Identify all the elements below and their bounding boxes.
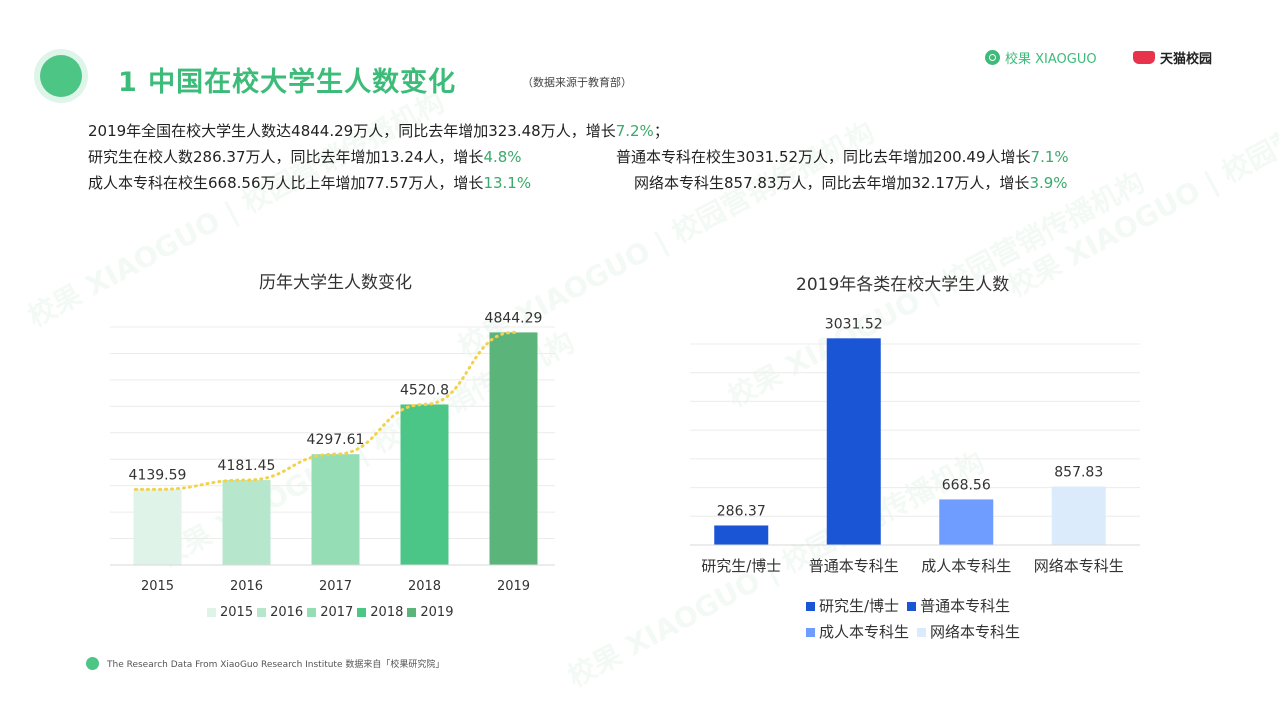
x-tick-label: 成人本专科生 — [921, 557, 1011, 575]
legend-label: 2019 — [420, 605, 454, 620]
legend-item: 2018 — [357, 605, 403, 620]
summary-line-3b-text: 网络本专科生857.83万人，同比去年增加32.17万人，增长 — [634, 174, 1030, 192]
summary-line-2b-pct: 7.1% — [1030, 148, 1069, 166]
legend-item: 成人本专科生 — [806, 620, 909, 645]
summary-line-2b: 普通本专科在校生3031.52万人，同比去年增加200.49人增长7.1% — [616, 146, 1069, 167]
legend-swatch — [806, 628, 815, 637]
x-tick-label: 2019 — [497, 579, 530, 594]
value-label: 4844.29 — [485, 310, 543, 326]
bar-普通本专科生 — [826, 338, 881, 545]
bar-成人本专科生 — [939, 499, 994, 545]
x-tick-label: 普通本专科生 — [809, 557, 899, 575]
summary-line-1-end: ； — [653, 122, 669, 140]
legend-label: 2018 — [370, 605, 404, 620]
summary-line-2a-text: 研究生在校人数286.37万人，同比去年增加13.24人，增长 — [88, 148, 484, 166]
summary-line-3a: 成人本专科在校生668.56万人比上年增加77.57万人，增长13.1% — [88, 172, 531, 193]
value-label: 3031.52 — [825, 316, 883, 332]
legend-swatch — [307, 608, 317, 617]
summary-line-2b-text: 普通本专科在校生3031.52万人，同比去年增加200.49人增长 — [616, 148, 1031, 166]
legend-label: 2016 — [270, 605, 304, 620]
summary-line-2a-pct: 4.8% — [483, 148, 522, 166]
legend-item: 2019 — [407, 605, 453, 620]
bar-2017 — [311, 454, 360, 565]
summary-line-3b: 网络本专科生857.83万人，同比去年增加32.17万人，增长3.9% — [634, 172, 1068, 193]
legend-label: 网络本专科生 — [930, 623, 1021, 641]
chart-2-legend: 研究生/博士 普通本专科生 成人本专科生 网络本专科生 — [806, 594, 1046, 646]
brand-tmall-label: 天猫校园 — [1160, 52, 1213, 67]
xiaoguo-logo-icon — [985, 50, 1000, 65]
summary-line-1: 2019年全国在校大学生人数达4844.29万人，同比去年增加323.48万人，… — [88, 120, 669, 141]
value-label: 4297.61 — [307, 432, 365, 448]
bar-2016 — [222, 480, 271, 565]
x-tick-label: 研究生/博士 — [701, 557, 781, 575]
legend-swatch — [207, 608, 216, 617]
footer-source-text: The Research Data From XiaoGuo Research … — [107, 660, 445, 670]
trend-line — [134, 330, 517, 491]
legend-label: 成人本专科生 — [819, 623, 910, 641]
summary-line-2a: 研究生在校人数286.37万人，同比去年增加13.24人，增长4.8% — [88, 146, 522, 167]
brand-tmall: 天猫校园 — [1133, 48, 1212, 67]
value-label: 286.37 — [717, 503, 766, 519]
legend-item: 网络本专科生 — [917, 620, 1020, 645]
legend-label: 普通本专科生 — [920, 597, 1011, 615]
footer-dot-icon — [86, 657, 99, 670]
legend-swatch — [806, 602, 815, 611]
summary-line-3b-pct: 3.9% — [1029, 174, 1068, 192]
legend-label: 2017 — [320, 605, 354, 620]
legend-item: 普通本专科生 — [907, 594, 1010, 619]
footer: The Research Data From XiaoGuo Research … — [86, 657, 444, 670]
value-label: 4181.45 — [218, 458, 276, 474]
bar-2018 — [400, 404, 449, 565]
value-label: 668.56 — [942, 477, 991, 493]
chart-2-title: 2019年各类在校大学生人数 — [796, 275, 1010, 295]
brand-xiaoguo: 校果 XIAOGUO — [985, 48, 1097, 67]
tmall-logo-icon — [1133, 51, 1155, 64]
x-tick-label: 2015 — [141, 579, 174, 594]
value-label: 4139.59 — [129, 467, 187, 483]
legend-label: 研究生/博士 — [819, 597, 900, 615]
value-label: 4520.8 — [400, 382, 449, 398]
legend-item: 2015 — [207, 605, 253, 620]
legend-swatch — [907, 602, 917, 611]
x-tick-label: 网络本专科生 — [1034, 557, 1124, 575]
bar-研究生/博士 — [714, 525, 769, 545]
chart-1-title: 历年大学生人数变化 — [259, 273, 412, 293]
chart-1-legend: 2015 2016 2017 2018 2019 — [207, 605, 457, 621]
value-label: 857.83 — [1054, 465, 1103, 481]
bar-2019 — [489, 332, 538, 565]
x-tick-label: 2018 — [408, 579, 441, 594]
summary-line-3a-text: 成人本专科在校生668.56万人比上年增加77.57万人，增长 — [88, 174, 484, 192]
summary-line-3a-pct: 13.1% — [483, 174, 532, 192]
summary-line-1-text: 2019年全国在校大学生人数达4844.29万人，同比去年增加323.48万人，… — [88, 122, 616, 140]
legend-item: 2016 — [257, 605, 303, 620]
chart-1-yearly-students: 4139.59 2015 4181.45 2016 4297.61 2017 4520.8 2… — [110, 310, 555, 594]
legend-swatch — [917, 628, 927, 637]
data-source-note: （数据来源于教育部） — [522, 76, 632, 89]
chart-2-student-types: 286.37 研究生/博士 3031.52 普通本专科生 668.56 成人本专科生 857… — [690, 316, 1140, 575]
legend-label: 2015 — [220, 605, 254, 620]
legend-item: 研究生/博士 — [806, 594, 899, 619]
legend-item: 2017 — [307, 605, 353, 620]
bar-2015 — [133, 489, 182, 565]
summary-line-1-pct: 7.2% — [615, 122, 654, 140]
x-tick-label: 2017 — [319, 579, 352, 594]
title-bullet-icon — [40, 55, 82, 97]
brand-xiaoguo-label: 校果 XIAOGUO — [1005, 52, 1097, 67]
page-title: 1 中国在校大学生人数变化 — [118, 67, 457, 98]
legend-swatch — [357, 608, 367, 617]
legend-swatch — [257, 608, 267, 617]
bar-网络本专科生 — [1051, 486, 1106, 545]
x-tick-label: 2016 — [230, 579, 263, 594]
legend-swatch — [407, 608, 417, 617]
